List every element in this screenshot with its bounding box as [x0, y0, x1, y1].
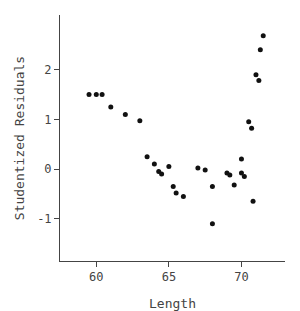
svg-text:Length: Length: [149, 296, 196, 311]
svg-text:2: 2: [44, 63, 51, 77]
svg-text:-1: -1: [37, 212, 51, 226]
svg-text:65: 65: [162, 270, 176, 284]
svg-text:60: 60: [89, 270, 103, 284]
svg-text:1: 1: [44, 113, 51, 127]
svg-text:0: 0: [44, 162, 51, 176]
svg-text:70: 70: [234, 270, 248, 284]
svg-text:Studentized Residuals: Studentized Residuals: [12, 56, 27, 220]
